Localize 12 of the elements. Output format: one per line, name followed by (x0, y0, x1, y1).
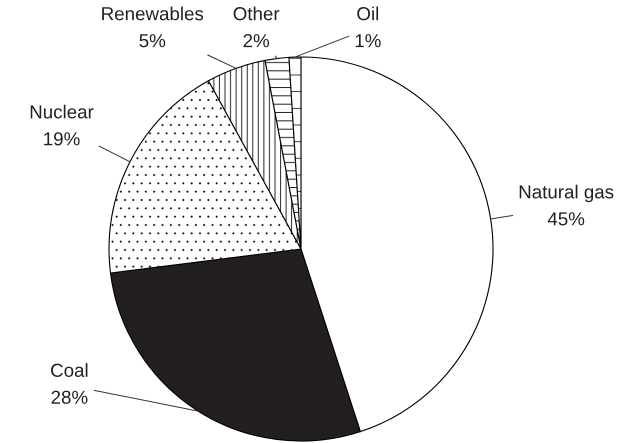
slice-label: Nuclear (30, 104, 94, 119)
data-label: 5% (139, 34, 166, 48)
data-label: 19% (44, 132, 80, 146)
slice-label: Oil (357, 6, 378, 20)
data-label: 2% (244, 34, 270, 48)
data-label: 1% (356, 34, 381, 48)
data-label: 45% (548, 212, 584, 226)
slice-label: Coal (51, 363, 88, 377)
slice-label: Renewables (102, 6, 204, 20)
slice-label: Other (234, 6, 280, 20)
slice-label: Natural gas (520, 184, 614, 202)
data-label: 28% (52, 390, 88, 404)
